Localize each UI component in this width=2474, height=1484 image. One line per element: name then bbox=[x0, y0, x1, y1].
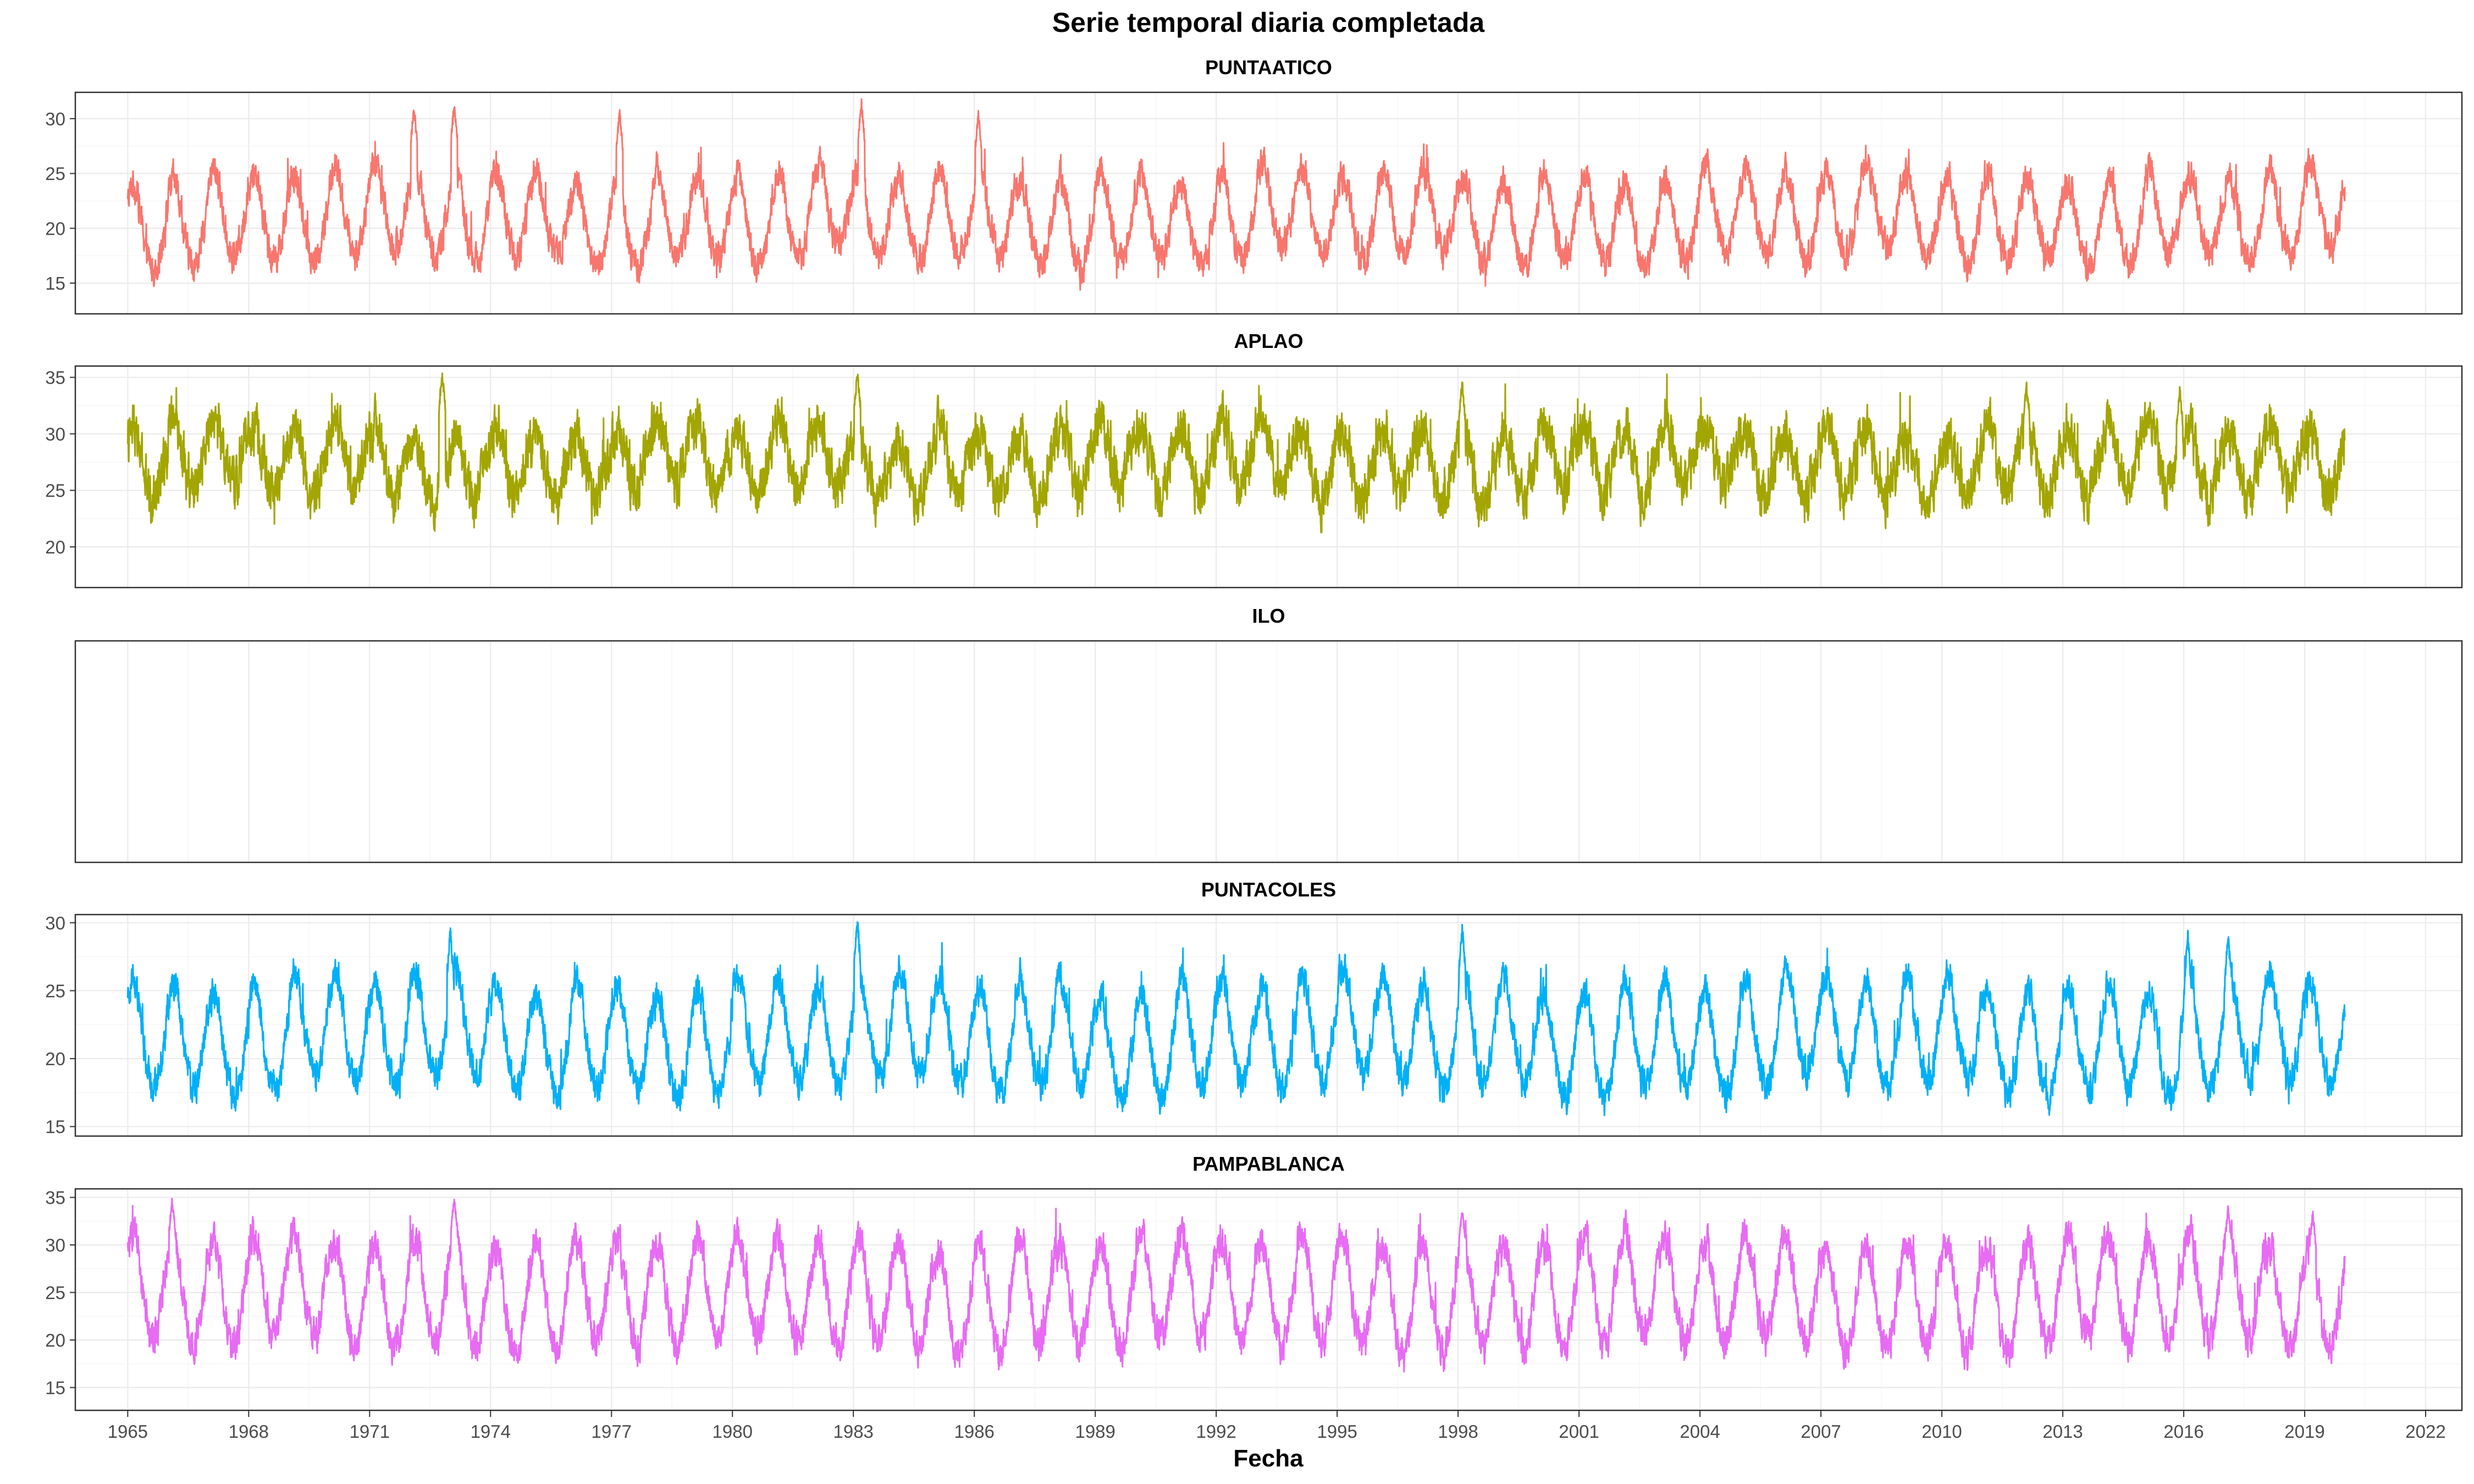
x-axis-title: Fecha bbox=[1233, 1445, 1304, 1472]
panel-title: PUNTAATICO bbox=[1205, 56, 1332, 79]
y-tick-label: 25 bbox=[45, 981, 65, 1001]
x-tick-label: 2013 bbox=[2042, 1421, 2083, 1442]
panel-grid bbox=[75, 1189, 2462, 1410]
panel-pampablanca: PAMPABLANCA 15 20 25 30 35 bbox=[45, 1153, 2463, 1411]
y-tick-label: 20 bbox=[45, 1330, 65, 1350]
panel-title: PAMPABLANCA bbox=[1192, 1153, 1345, 1175]
x-tick-label: 1965 bbox=[108, 1421, 148, 1442]
y-tick-label: 30 bbox=[45, 109, 65, 129]
y-tick-label: 25 bbox=[45, 1283, 65, 1303]
panel-border bbox=[74, 91, 2463, 315]
panel-aplao: APLAO 20 25 30 35 bbox=[45, 330, 2463, 589]
x-tick-label: 2004 bbox=[1680, 1421, 1720, 1442]
x-tick-label: 1986 bbox=[954, 1421, 994, 1442]
y-tick-label: 15 bbox=[45, 273, 65, 294]
panel-puntaatico: PUNTAATICO 15 20 25 30 bbox=[45, 56, 2463, 315]
y-tick-label: 30 bbox=[45, 424, 65, 444]
panel-grid bbox=[75, 366, 2462, 588]
series-line bbox=[126, 921, 2346, 1116]
panel-border bbox=[74, 913, 2463, 1137]
panel-title: PUNTACOLES bbox=[1201, 878, 1336, 901]
x-axis: 1965 1968 1971 1974 1977 1980 1983 1986 1989 1992… bbox=[108, 1410, 2446, 1442]
x-tick-label: 2001 bbox=[1559, 1421, 1599, 1442]
y-tick-label: 35 bbox=[45, 368, 65, 388]
y-tick-label: 30 bbox=[45, 913, 65, 933]
y-tick-label: 20 bbox=[45, 537, 65, 557]
y-tick-label: 25 bbox=[45, 480, 65, 501]
x-tick-label: 2010 bbox=[1921, 1421, 1962, 1442]
x-tick-label: 1977 bbox=[592, 1421, 632, 1442]
panel-grid bbox=[127, 641, 2427, 862]
panel-title: APLAO bbox=[1234, 330, 1304, 352]
x-tick-label: 1995 bbox=[1317, 1421, 1357, 1442]
y-tick-label: 30 bbox=[45, 1235, 65, 1255]
y-tick-label: 15 bbox=[45, 1377, 65, 1398]
y-tick-label: 25 bbox=[45, 164, 65, 184]
x-tick-label: 2007 bbox=[1801, 1421, 1841, 1442]
x-tick-label: 1968 bbox=[229, 1421, 269, 1442]
y-tick-label: 15 bbox=[45, 1117, 65, 1137]
panels: PUNTAATICO 15 20 25 30 APLAO 20 25 30 35 ILO PUNTAC… bbox=[45, 56, 2463, 1411]
x-tick-label: 1980 bbox=[713, 1421, 753, 1442]
x-tick-label: 1998 bbox=[1438, 1421, 1478, 1442]
series-line bbox=[126, 1198, 2346, 1373]
x-tick-label: 2016 bbox=[2163, 1421, 2204, 1442]
x-tick-label: 1971 bbox=[350, 1421, 390, 1442]
panel-puntacoles: PUNTACOLES 15 20 25 30 bbox=[45, 878, 2463, 1137]
chart-title: Serie temporal diaria completada bbox=[1052, 7, 1485, 38]
x-tick-label: 2022 bbox=[2405, 1421, 2445, 1442]
panel-title: ILO bbox=[1252, 605, 1285, 627]
panel-ilo: ILO bbox=[74, 605, 2463, 863]
y-tick-label: 35 bbox=[45, 1188, 65, 1208]
y-tick-label: 20 bbox=[45, 1049, 65, 1069]
panel-grid bbox=[75, 92, 2462, 314]
x-tick-label: 1974 bbox=[471, 1421, 511, 1442]
x-tick-label: 1992 bbox=[1196, 1421, 1236, 1442]
x-tick-label: 1983 bbox=[833, 1421, 874, 1442]
panel-border bbox=[74, 365, 2463, 589]
panel-border bbox=[74, 1188, 2463, 1411]
x-tick-label: 1989 bbox=[1075, 1421, 1115, 1442]
x-tick-label: 2019 bbox=[2284, 1421, 2324, 1442]
panel-border bbox=[74, 640, 2463, 863]
y-tick-label: 20 bbox=[45, 218, 65, 239]
series-line bbox=[126, 98, 2346, 291]
series-line bbox=[126, 372, 2346, 534]
